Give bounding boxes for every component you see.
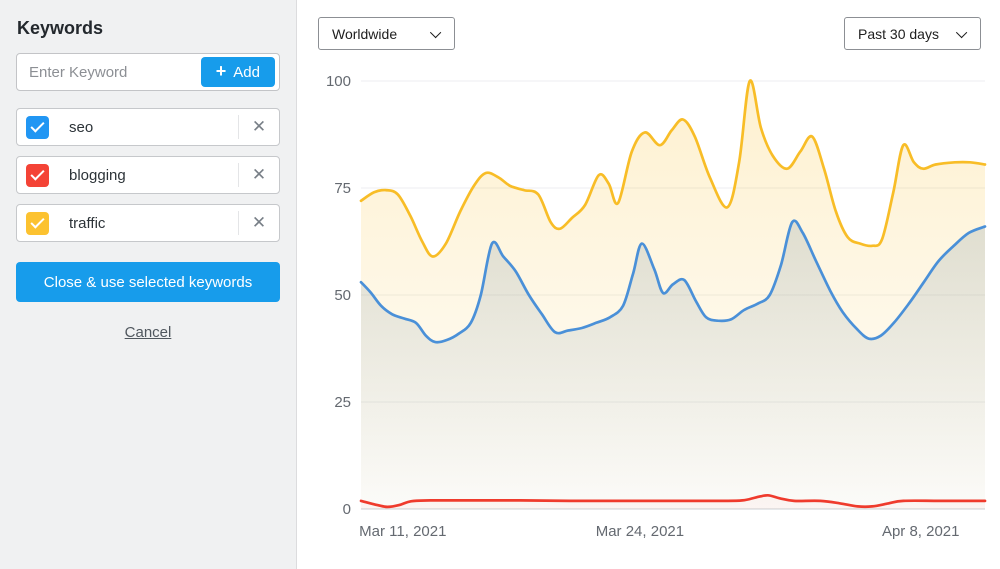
keyword-input[interactable] [17, 63, 201, 81]
keyword-chip: traffic ✕ [16, 204, 280, 242]
chip-divider [238, 211, 239, 235]
keyword-checkbox[interactable] [26, 163, 49, 187]
y-tick-label: 25 [334, 394, 351, 411]
region-select-value: Worldwide [332, 25, 398, 42]
x-tick-label: Mar 24, 2021 [596, 523, 684, 540]
keywords-sidebar: Keywords + Add seo ✕ blogging ✕ traffic … [0, 0, 297, 569]
remove-keyword-button[interactable]: ✕ [239, 109, 279, 145]
date-range-select[interactable]: Past 30 days [844, 17, 981, 50]
y-tick-label: 75 [334, 180, 351, 197]
series-line-traffic [359, 79, 987, 258]
keyword-input-group: + Add [16, 53, 280, 91]
cancel-row: Cancel [16, 324, 280, 342]
keyword-label: traffic [69, 214, 106, 232]
date-range-select-value: Past 30 days [858, 25, 939, 42]
region-select[interactable]: Worldwide [318, 17, 455, 50]
y-tick-label: 0 [343, 501, 351, 518]
x-tick-label: Apr 8, 2021 [882, 523, 960, 540]
close-use-keywords-button[interactable]: Close & use selected keywords [16, 262, 280, 302]
remove-keyword-button[interactable]: ✕ [239, 205, 279, 241]
add-button-label: Add [233, 63, 260, 81]
y-tick-label: 50 [334, 287, 351, 304]
chip-divider [238, 163, 239, 187]
cancel-link[interactable]: Cancel [124, 324, 172, 341]
trends-chart-panel: Worldwide Past 30 days 0 25 50 75 100 Mar 11,… [298, 0, 1000, 569]
series-line-blogging [359, 493, 987, 509]
chevron-down-icon [429, 26, 442, 38]
keyword-checkbox[interactable] [26, 211, 49, 235]
plus-icon: + [215, 61, 227, 81]
y-tick-label: 100 [326, 73, 351, 90]
add-keyword-button[interactable]: + Add [200, 57, 275, 87]
keyword-chip: seo ✕ [16, 108, 280, 146]
area-fill-seo [361, 220, 985, 510]
keyword-label: blogging [69, 166, 126, 184]
keyword-list: seo ✕ blogging ✕ traffic ✕ [16, 108, 280, 242]
chip-divider [238, 115, 239, 139]
series-line-seo [359, 219, 987, 344]
sidebar-title: Keywords [17, 18, 104, 38]
remove-keyword-button[interactable]: ✕ [239, 157, 279, 193]
keyword-checkbox[interactable] [26, 115, 49, 139]
keyword-label: seo [69, 118, 94, 136]
x-tick-label: Mar 11, 2021 [359, 523, 446, 540]
keyword-chip: blogging ✕ [16, 156, 280, 194]
chevron-down-icon [955, 26, 968, 38]
trends-area-chart: 0 25 50 75 100 Mar 11, 2021 Mar 24, 2021 Apr 8,… [326, 73, 987, 540]
